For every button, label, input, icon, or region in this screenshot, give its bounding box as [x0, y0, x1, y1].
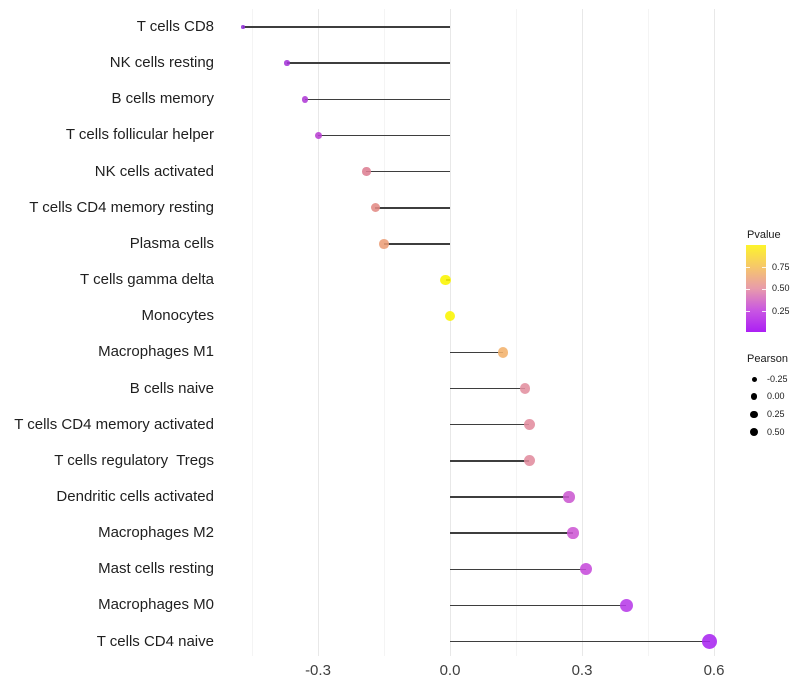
- pvalue-legend-title: Pvalue: [747, 229, 781, 241]
- lollipop-stem: [450, 640, 710, 643]
- gridline-major: [713, 9, 715, 656]
- pearson-legend-label: -0.25: [767, 373, 788, 384]
- lollipop-dot: [519, 383, 531, 394]
- lollipop-dot: [619, 598, 633, 612]
- y-axis-label: T cells follicular helper: [65, 126, 214, 144]
- pearson-legend-label: 0.50: [767, 426, 785, 437]
- lollipop-stem: [450, 460, 530, 462]
- lollipop-dot: [362, 167, 371, 176]
- y-axis-label: T cells CD4 memory resting: [29, 198, 214, 216]
- gridline-major: [581, 9, 583, 656]
- y-axis-label: T cells CD4 memory activated: [14, 415, 214, 433]
- pvalue-tick-label: 0.50: [772, 283, 790, 294]
- y-axis-label: NK cells resting: [109, 54, 214, 72]
- lollipop-dot: [370, 203, 380, 213]
- gridline-minor: [647, 9, 649, 656]
- lollipop-stem: [450, 568, 587, 570]
- lollipop-dot: [314, 131, 322, 139]
- lollipop-stem: [375, 207, 450, 209]
- y-axis-label: Macrophages M1: [98, 343, 214, 361]
- y-axis-label: Monocytes: [141, 307, 214, 325]
- lollipop-stem: [450, 532, 574, 534]
- lollipop-dot: [702, 634, 718, 650]
- lollipop-dot: [444, 310, 456, 322]
- x-axis-tick-label: 0.0: [439, 662, 461, 679]
- pvalue-bar-tick: [762, 288, 766, 290]
- lollipop-stem: [450, 604, 626, 607]
- gridline-minor: [515, 9, 517, 656]
- gridline-minor: [383, 9, 385, 656]
- lollipop-dot: [567, 527, 579, 539]
- pearson-legend-title: Pearson: [747, 353, 788, 365]
- pvalue-bar-tick: [762, 267, 766, 269]
- lollipop-dot: [497, 347, 509, 358]
- y-axis-label: T cells gamma delta: [80, 271, 214, 289]
- pearson-legend-dot: [750, 410, 758, 419]
- lollipop-stem: [243, 26, 450, 28]
- pvalue-tick-label: 0.75: [772, 261, 790, 272]
- lollipop-stem: [304, 98, 450, 101]
- pearson-legend-label: 0.25: [767, 408, 785, 419]
- lollipop-dot: [523, 455, 535, 467]
- y-axis-label: Plasma cells: [129, 234, 214, 252]
- lollipop-dot: [440, 274, 451, 286]
- lollipop-dot: [523, 419, 535, 431]
- pearson-legend-label: 0.00: [767, 391, 785, 402]
- lollipop-stem: [450, 351, 503, 354]
- lollipop-stem: [366, 170, 450, 173]
- lollipop-dot: [563, 491, 575, 503]
- lollipop-dot: [580, 563, 593, 576]
- plot-panel: [220, 9, 733, 656]
- x-axis-tick-label: 0.6: [703, 662, 725, 679]
- y-axis-label: Macrophages M0: [98, 596, 214, 614]
- gridline-major: [449, 9, 451, 656]
- lollipop-dot: [379, 239, 389, 249]
- lollipop-stem: [287, 62, 450, 64]
- pvalue-bar-tick: [746, 288, 750, 290]
- y-axis-label: T cells CD8: [136, 18, 214, 35]
- lollipop-stem: [450, 423, 530, 426]
- pvalue-tick-label: 0.25: [772, 305, 790, 316]
- pearson-legend-dot: [749, 427, 759, 437]
- y-axis-label: Macrophages M2: [98, 524, 214, 542]
- y-axis-label: T cells regulatory Tregs: [54, 451, 214, 469]
- gridline-minor: [251, 9, 253, 656]
- lollipop-stem: [450, 496, 569, 498]
- y-axis-label: Mast cells resting: [98, 560, 214, 578]
- y-axis-label: NK cells activated: [94, 162, 214, 180]
- lollipop-stem: [450, 387, 525, 390]
- pvalue-bar-tick: [746, 311, 750, 313]
- x-axis-tick-label: -0.3: [305, 662, 331, 679]
- pvalue-gradient-bar: [746, 245, 766, 332]
- y-axis-label: Dendritic cells activated: [56, 487, 214, 505]
- y-axis-label: B cells naive: [129, 379, 214, 397]
- pearson-legend-dot: [751, 376, 757, 382]
- pvalue-bar-tick: [762, 311, 766, 313]
- pvalue-bar-tick: [746, 267, 750, 269]
- gridline-major: [317, 9, 319, 656]
- lollipop-stem: [384, 243, 450, 245]
- lollipop-dot: [241, 25, 245, 29]
- pearson-legend-dot: [750, 393, 758, 400]
- lollipop-stem: [318, 134, 450, 137]
- y-axis-label: B cells memory: [111, 90, 214, 108]
- x-axis-tick-label: 0.3: [571, 662, 593, 679]
- lollipop-dot: [284, 60, 290, 66]
- lollipop-dot: [301, 96, 309, 103]
- y-axis-label: T cells CD4 naive: [96, 632, 214, 650]
